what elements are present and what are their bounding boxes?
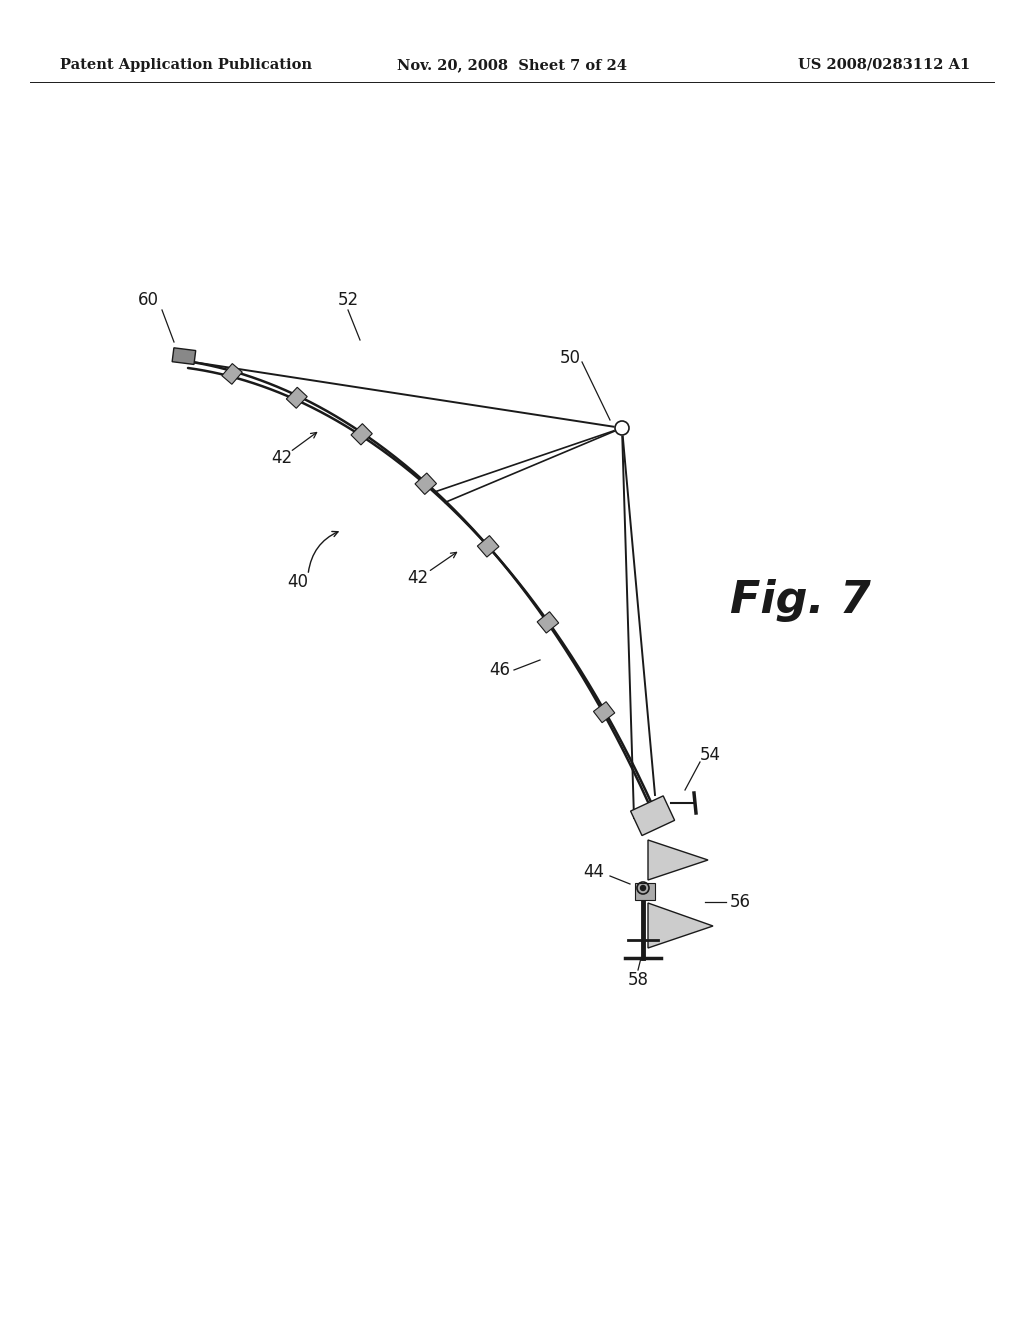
- Polygon shape: [351, 424, 373, 445]
- Polygon shape: [477, 536, 499, 557]
- Circle shape: [637, 882, 649, 894]
- Text: 40: 40: [288, 573, 308, 591]
- Polygon shape: [631, 796, 675, 836]
- Text: 60: 60: [137, 290, 159, 309]
- Text: 42: 42: [271, 449, 293, 467]
- Polygon shape: [635, 883, 655, 900]
- Text: 58: 58: [628, 972, 648, 989]
- Text: US 2008/0283112 A1: US 2008/0283112 A1: [798, 58, 970, 73]
- Text: 50: 50: [559, 348, 581, 367]
- Text: 46: 46: [489, 661, 511, 678]
- Polygon shape: [172, 347, 196, 364]
- Polygon shape: [287, 387, 307, 408]
- Text: Fig. 7: Fig. 7: [729, 578, 870, 622]
- Polygon shape: [648, 840, 708, 880]
- Text: 42: 42: [408, 569, 429, 587]
- Text: 56: 56: [729, 894, 751, 911]
- Polygon shape: [222, 363, 243, 384]
- Circle shape: [615, 421, 629, 436]
- Text: 54: 54: [699, 746, 721, 764]
- Polygon shape: [594, 702, 614, 722]
- Text: 44: 44: [584, 863, 604, 880]
- Polygon shape: [648, 903, 713, 948]
- Text: Patent Application Publication: Patent Application Publication: [60, 58, 312, 73]
- Circle shape: [640, 886, 645, 891]
- Polygon shape: [538, 611, 559, 634]
- Text: Nov. 20, 2008  Sheet 7 of 24: Nov. 20, 2008 Sheet 7 of 24: [397, 58, 627, 73]
- Polygon shape: [415, 473, 436, 495]
- Text: 52: 52: [338, 290, 358, 309]
